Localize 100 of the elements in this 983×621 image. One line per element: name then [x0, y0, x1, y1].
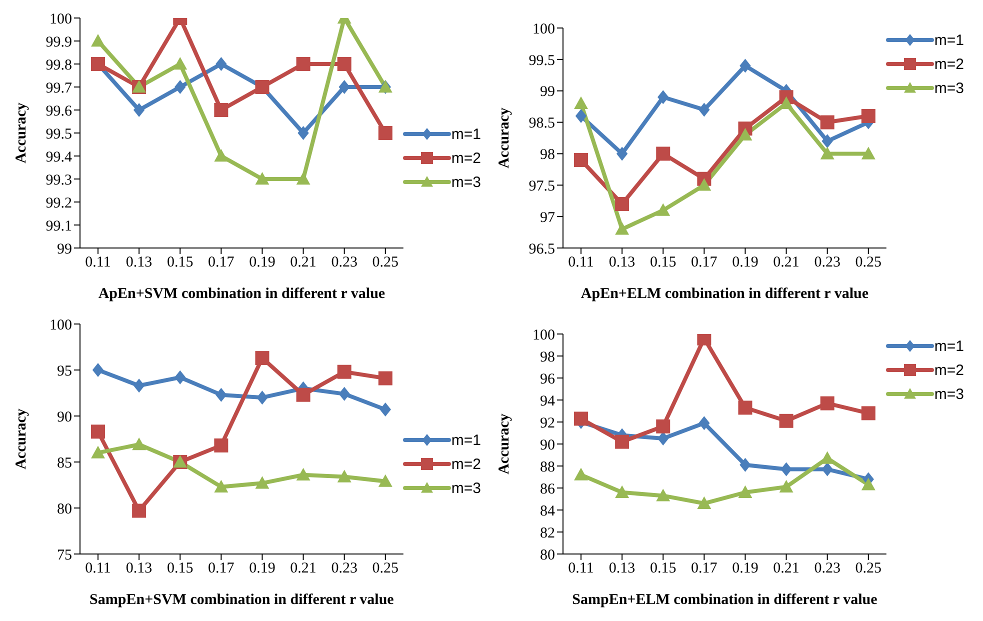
- legend-label: m=1: [451, 126, 481, 142]
- point: [91, 34, 105, 47]
- y-tick-label: 100: [532, 327, 555, 344]
- legend-label: m=3: [934, 386, 964, 402]
- point: [133, 103, 145, 117]
- y-tick-label: 99.6: [46, 103, 72, 120]
- y-tick-label: 96: [540, 371, 556, 388]
- x-tick-label: 0.17: [691, 560, 718, 577]
- legend-label: m=1: [451, 432, 481, 448]
- point: [861, 406, 876, 420]
- point: [133, 378, 145, 393]
- point: [255, 172, 270, 185]
- y-tick-label: 82: [540, 525, 555, 542]
- point: [615, 434, 630, 449]
- x-tick-label: 0.23: [814, 560, 840, 577]
- point: [338, 386, 350, 401]
- legend-label: m=2: [934, 56, 964, 72]
- point: [658, 432, 669, 446]
- x-tick-label: 0.25: [372, 254, 399, 271]
- point: [574, 468, 588, 480]
- point: [779, 480, 794, 492]
- x-tick-label: 0.13: [608, 560, 636, 577]
- point: [173, 57, 188, 70]
- x-tick-label: 0.11: [568, 560, 594, 577]
- point: [91, 424, 105, 439]
- y-tick-label: 80: [57, 501, 72, 518]
- point: [338, 80, 350, 94]
- x-tick-label: 0.11: [568, 254, 594, 271]
- x-tick-label: 0.25: [855, 254, 882, 271]
- y-tick-label: 99.2: [46, 195, 72, 212]
- point: [92, 363, 104, 377]
- y-tick-label: 99.4: [46, 149, 72, 166]
- point: [378, 474, 392, 487]
- point: [337, 470, 352, 482]
- point: [256, 390, 268, 405]
- point: [174, 370, 186, 384]
- x-tick-label: 0.21: [290, 560, 316, 577]
- point: [861, 109, 876, 123]
- point: [296, 172, 310, 185]
- x-tick-label: 0.13: [126, 254, 152, 271]
- x-tick-label: 0.23: [331, 560, 358, 577]
- point: [738, 400, 752, 415]
- y-axis-title: Accuracy: [13, 408, 30, 470]
- point: [216, 57, 227, 71]
- point: [216, 388, 227, 402]
- legend-label: m=2: [934, 362, 964, 378]
- x-tick-label: 0.15: [650, 254, 676, 271]
- y-tick-label: 97.5: [528, 178, 555, 194]
- x-axis-title: ApEn+ELM combination in different r value: [580, 286, 869, 302]
- point: [132, 504, 146, 518]
- y-tick-label: 94: [540, 393, 556, 410]
- point: [575, 109, 587, 123]
- y-axis-title: Accuracy: [13, 102, 30, 164]
- x-tick-label: 0.17: [208, 560, 235, 577]
- x-axis-title: SampEn+SVM combination in different r value: [90, 592, 394, 608]
- y-tick-label: 75: [57, 547, 72, 564]
- x-tick-label: 0.17: [208, 254, 235, 271]
- point: [296, 57, 310, 71]
- point: [861, 146, 876, 160]
- point: [298, 126, 309, 140]
- point: [615, 222, 630, 235]
- y-tick-label: 98: [540, 147, 555, 164]
- point: [820, 146, 834, 160]
- x-tick-label: 0.23: [814, 254, 840, 271]
- x-tick-label: 0.25: [855, 560, 882, 577]
- y-tick-label: 100: [50, 317, 72, 334]
- y-tick-label: 99: [57, 241, 72, 258]
- point: [697, 178, 712, 191]
- x-tick-label: 0.17: [691, 254, 718, 271]
- point: [255, 351, 270, 366]
- legend-label: m=1: [934, 338, 964, 354]
- legend-label: m=3: [451, 480, 481, 496]
- point: [740, 58, 751, 73]
- y-tick-label: 86: [540, 481, 556, 498]
- x-tick-label: 0.15: [166, 254, 194, 271]
- x-tick-label: 0.23: [331, 254, 358, 271]
- point: [615, 485, 630, 498]
- point: [656, 419, 670, 434]
- point: [574, 153, 588, 167]
- y-tick-label: 99.5: [528, 52, 555, 69]
- point: [214, 103, 228, 117]
- point: [698, 102, 710, 117]
- point: [658, 90, 669, 104]
- point: [380, 402, 391, 417]
- point: [174, 80, 186, 94]
- x-tick-label: 0.11: [85, 560, 111, 577]
- point: [296, 388, 310, 402]
- point: [738, 485, 752, 498]
- point: [214, 480, 228, 492]
- x-tick-label: 0.13: [608, 254, 636, 271]
- y-tick-label: 88: [540, 459, 555, 476]
- point: [698, 416, 710, 430]
- x-tick-label: 0.19: [249, 560, 276, 577]
- point: [740, 458, 751, 472]
- y-tick-label: 99: [540, 84, 555, 100]
- x-tick-label: 0.19: [732, 254, 758, 271]
- x-tick-label: 0.21: [773, 254, 800, 271]
- x-axis-title: SampEn+ELM combination in different r value: [572, 592, 878, 608]
- x-tick-label: 0.11: [85, 254, 111, 271]
- x-tick-label: 0.25: [372, 560, 399, 577]
